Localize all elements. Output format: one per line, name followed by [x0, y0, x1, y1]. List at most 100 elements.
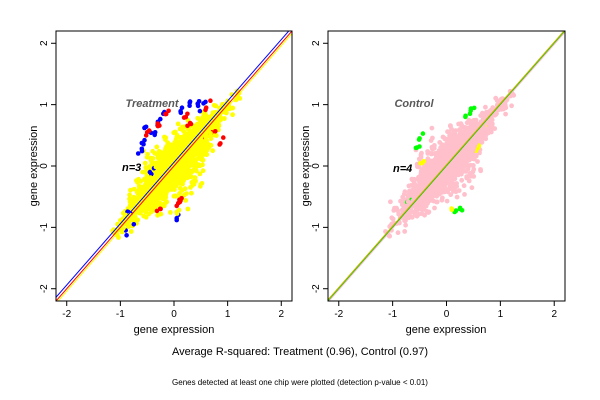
- treatment-reference-line-2: [57, 33, 292, 301]
- treatment-series-point: [196, 99, 202, 104]
- treatment-cloud-point: [144, 154, 150, 160]
- treatment-cloud-point: [127, 192, 132, 198]
- control-cloud-point: [450, 131, 456, 137]
- treatment-cloud-point: [171, 150, 177, 156]
- treatment-cloud-point: [212, 132, 218, 138]
- treatment-series-point: [149, 171, 154, 177]
- control-cloud-point: [483, 104, 488, 110]
- control-cloud-point: [390, 216, 396, 222]
- treatment-cloud-point: [135, 190, 141, 196]
- treatment-x-tick-label: -2: [62, 309, 71, 320]
- control-cloud-point: [487, 109, 493, 114]
- control-cloud-point: [458, 121, 464, 126]
- treatment-cloud-point: [148, 175, 153, 180]
- treatment-series-point: [174, 217, 179, 223]
- treatment-series-point: [135, 151, 141, 156]
- treatment-cloud-point: [194, 121, 200, 127]
- control-cloud-point: [441, 187, 447, 193]
- control-series-point: [413, 145, 419, 151]
- control-cloud-point: [475, 159, 480, 164]
- control-cloud-point: [464, 174, 470, 180]
- control-cloud-point: [427, 191, 432, 197]
- treatment-series-point: [139, 148, 145, 154]
- treatment-cloud-point: [158, 211, 164, 217]
- treatment-cloud-point: [139, 187, 145, 192]
- treatment-cloud-point: [193, 168, 199, 174]
- control-cloud-point: [415, 164, 420, 170]
- control-cloud-point: [436, 160, 441, 166]
- treatment-cloud-point: [164, 187, 169, 193]
- control-cloud-point: [406, 183, 412, 189]
- treatment-cloud-point: [183, 131, 189, 137]
- treatment-cloud-point: [197, 171, 203, 177]
- control-cloud-point: [464, 120, 470, 126]
- treatment-cloud-point: [141, 213, 147, 219]
- control-y-tick-label: -1: [311, 222, 322, 231]
- control-cloud-point: [451, 189, 456, 194]
- figure-note: Genes detected at least one chip were pl…: [172, 378, 428, 387]
- treatment-cloud-point: [134, 178, 139, 184]
- treatment-cloud-point: [138, 179, 144, 184]
- treatment-cloud-point: [171, 193, 177, 199]
- control-reference-line-2: [328, 31, 565, 301]
- control-x-tick-label: 2: [551, 309, 557, 320]
- control-series-point: [467, 111, 473, 117]
- treatment-n-label: n=3: [122, 162, 141, 174]
- treatment-cloud-point: [192, 162, 198, 168]
- treatment-cloud-point: [128, 202, 134, 208]
- control-cloud-point: [482, 126, 488, 132]
- treatment-series-point: [198, 184, 203, 189]
- treatment-series-point: [163, 111, 169, 117]
- treatment-series-point: [124, 233, 129, 238]
- control-cloud-point: [403, 222, 408, 228]
- treatment-cloud-point: [222, 116, 227, 121]
- control-cloud-point: [425, 176, 431, 182]
- control-cloud-point: [465, 166, 471, 172]
- treatment-series-point: [143, 133, 149, 138]
- control-y-tick-label: 0: [311, 163, 322, 169]
- control-cloud-point: [454, 165, 460, 170]
- control-series-point: [463, 113, 468, 119]
- control-cloud-point: [478, 168, 484, 174]
- treatment-cloud-point: [192, 175, 198, 181]
- control-cloud-point: [387, 233, 392, 239]
- treatment-series-point: [218, 141, 223, 146]
- control-cloud-point: [432, 164, 438, 169]
- control-cloud-point: [457, 127, 462, 133]
- treatment-cloud-point: [146, 211, 152, 217]
- treatment-series-point: [188, 121, 194, 127]
- control-cloud-point: [469, 185, 475, 191]
- control-plot-area: [328, 31, 565, 301]
- treatment-cloud-point: [153, 204, 158, 210]
- control-cloud-point: [472, 136, 477, 142]
- control-cloud-point: [414, 204, 419, 209]
- control-cloud-point: [395, 230, 401, 236]
- control-cloud-point: [429, 125, 435, 131]
- treatment-cloud-point: [172, 129, 178, 135]
- control-panel: -2 -1 0 1 2 -2 -1 0 1 2 Control n=4 gene expressi…: [300, 30, 566, 336]
- control-cloud-point: [473, 120, 478, 126]
- control-cloud-point: [448, 123, 453, 128]
- control-cloud-point: [469, 126, 474, 131]
- control-cloud-point: [414, 213, 420, 219]
- treatment-cloud-point: [187, 134, 193, 140]
- control-cloud-point: [461, 183, 467, 189]
- control-cloud-point: [440, 134, 446, 140]
- treatment-ticks: -2 -1 0 1 2 -2 -1 0 1 2: [39, 40, 284, 320]
- control-cloud-point: [420, 173, 426, 178]
- control-cloud-point: [411, 210, 416, 215]
- treatment-series-point: [139, 140, 145, 146]
- treatment-cloud-point: [183, 171, 188, 176]
- treatment-series-point: [181, 115, 187, 120]
- control-cloud-point: [388, 199, 393, 205]
- treatment-cloud-point: [230, 112, 236, 118]
- treatment-cloud-point: [155, 197, 160, 203]
- treatment-cloud-point: [162, 147, 168, 153]
- control-cloud-point: [459, 177, 465, 183]
- treatment-cloud-point: [175, 121, 181, 127]
- control-cloud-point: [392, 205, 397, 211]
- treatment-series-point: [179, 195, 184, 201]
- control-cloud-point: [444, 198, 450, 204]
- treatment-cloud-point: [146, 179, 152, 185]
